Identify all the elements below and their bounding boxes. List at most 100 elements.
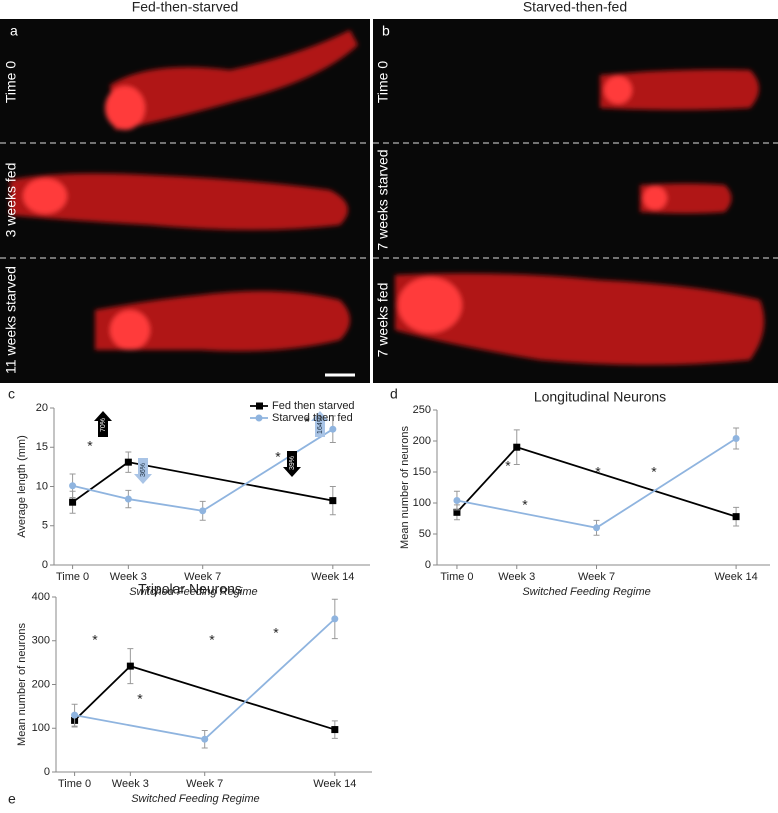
y-tick-label: 400 [32, 591, 50, 603]
significance-star: * [595, 464, 601, 480]
series-line [456, 437, 737, 529]
y-tick-label: 15 [36, 441, 48, 453]
x-tick-label: Week 14 [313, 778, 356, 790]
marker [593, 524, 601, 532]
marker [732, 435, 740, 443]
y-tick-label: 250 [413, 404, 431, 416]
x-axis-title: Switched Feeding Regime [129, 586, 257, 598]
y-tick-label: 100 [32, 722, 50, 734]
row-label: 7 weeks starved [375, 149, 391, 250]
significance-star: * [137, 691, 143, 707]
significance-star: * [273, 625, 279, 641]
marker [71, 711, 79, 719]
series-line [73, 665, 336, 731]
chart: c Average length (mm) Switched Feeding Reg… [8, 386, 370, 598]
chart: e Tripolar Neurons Mean number of neurons S… [8, 581, 372, 807]
y-tick-label: 0 [42, 559, 48, 571]
significance-star: * [505, 458, 511, 474]
percent-label: 70% [100, 418, 107, 432]
y-axis-title: Mean number of neurons [16, 623, 28, 746]
y-tick-label: 300 [32, 635, 50, 647]
x-tick-label: Week 7 [184, 571, 221, 583]
y-tick-label: 0 [44, 766, 50, 778]
marker [513, 443, 521, 451]
x-axis-title: Switched Feeding Regime [131, 793, 259, 805]
panel-b-image: b Time 0 7 weeks starved 7 weeks fed [373, 19, 778, 383]
y-tick-label: 100 [413, 497, 431, 509]
y-tick-label: 150 [413, 466, 431, 478]
row-label: Time 0 [375, 61, 391, 103]
x-tick-label: Time 0 [56, 571, 89, 583]
percent-label: 164% [317, 416, 324, 434]
chart-title: Longitudinal Neurons [534, 389, 666, 405]
marker [124, 495, 132, 503]
chart: d Longitudinal Neurons Mean number of neur… [390, 386, 770, 598]
x-tick-label: Week 7 [186, 778, 223, 790]
y-tick-label: 50 [419, 528, 431, 540]
series-line [456, 446, 737, 518]
significance-star: * [304, 414, 310, 430]
row-label: 7 weeks fed [375, 283, 391, 358]
marker [329, 425, 337, 433]
marker [124, 458, 132, 466]
x-tick-label: Week 7 [578, 571, 615, 583]
panel-a-image: a Time 0 3 weeks fed 11 weeks starved [0, 19, 370, 383]
panel-letter: c [8, 386, 15, 402]
y-tick-label: 10 [36, 480, 48, 492]
x-tick-label: Week 3 [498, 571, 535, 583]
significance-star: * [87, 438, 93, 454]
percent-label: 39% [289, 456, 296, 470]
y-tick-label: 20 [36, 402, 48, 414]
y-tick-label: 5 [42, 520, 48, 532]
marker [199, 507, 207, 515]
x-tick-label: Time 0 [58, 778, 91, 790]
significance-star: * [522, 497, 528, 513]
marker [453, 497, 461, 505]
x-axis-title: Switched Feeding Regime [522, 586, 650, 598]
legend-marker [256, 402, 263, 410]
marker [331, 726, 339, 734]
x-tick-label: Week 14 [311, 571, 354, 583]
marker [69, 498, 77, 506]
panel-letter: b [382, 23, 390, 39]
panel-letter: a [10, 23, 18, 39]
x-tick-label: Week 3 [110, 571, 147, 583]
y-tick-label: 200 [413, 435, 431, 447]
significance-star: * [275, 449, 281, 465]
percent-label: 36% [140, 463, 147, 477]
y-axis-title: Mean number of neurons [399, 426, 411, 549]
row-label: 3 weeks fed [3, 163, 19, 238]
significance-star: * [92, 632, 98, 648]
marker [329, 497, 337, 505]
legend-label: Fed then starved [272, 400, 355, 412]
series-line [74, 618, 336, 741]
chart-title: Tripolar Neurons [138, 581, 242, 597]
x-tick-label: Week 3 [112, 778, 149, 790]
y-tick-label: 200 [32, 678, 50, 690]
marker [732, 513, 740, 521]
panel-letter: d [390, 386, 398, 402]
y-axis-title: Average length (mm) [16, 435, 28, 538]
row-label: Time 0 [3, 61, 19, 103]
percent-arrow [134, 458, 152, 484]
marker [453, 508, 461, 516]
marker [201, 735, 209, 743]
marker [331, 615, 339, 623]
legend-label: Starved then fed [272, 412, 353, 424]
percent-arrow [283, 451, 301, 477]
column-header: Fed-then-starved [132, 0, 239, 15]
marker [126, 662, 134, 670]
legend-marker [255, 414, 263, 422]
marker [69, 482, 77, 490]
percent-arrow [94, 411, 112, 437]
panel-letter: e [8, 791, 16, 807]
x-tick-label: Week 14 [714, 571, 757, 583]
x-tick-label: Time 0 [440, 571, 473, 583]
significance-star: * [209, 632, 215, 648]
percent-arrow [311, 411, 329, 437]
series-line [72, 428, 334, 512]
significance-star: * [651, 464, 657, 480]
row-label: 11 weeks starved [3, 266, 19, 374]
column-header: Starved-then-fed [523, 0, 627, 15]
